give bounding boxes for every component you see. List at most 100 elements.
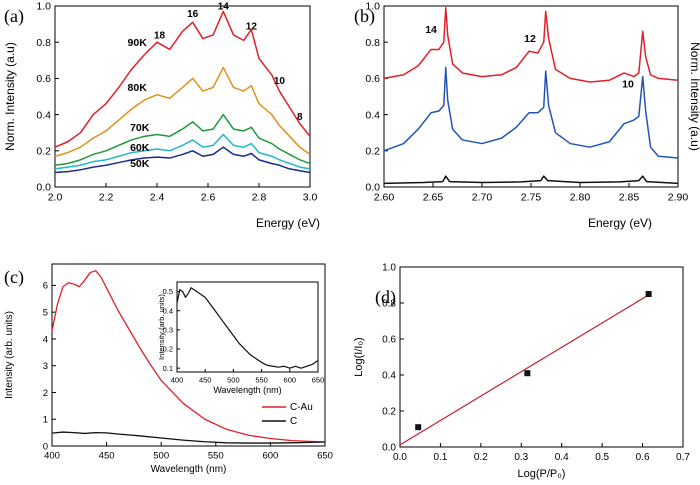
inset-series-line-0 xyxy=(176,287,319,369)
x-tick-label: 0.1 xyxy=(433,452,447,463)
y-tick-label: 0.2 xyxy=(36,145,51,157)
y-axis-label: Log(I/I₀) xyxy=(353,337,365,376)
x-tick-label: 2.2 xyxy=(99,192,114,204)
y-axis-label: Norm. Intensity (a.u) xyxy=(688,42,700,151)
series-label-50K: 50K xyxy=(130,158,150,170)
x-axis-label: Wavelength (nm) xyxy=(151,464,227,475)
x-tick-label: 2.90 xyxy=(668,192,689,204)
x-tick-label: 450 xyxy=(99,451,115,462)
y-tick-label: 0.1 xyxy=(163,364,173,373)
y-tick-label: 0.6 xyxy=(382,335,396,346)
x-axis-label: Energy (eV) xyxy=(256,216,320,230)
y-tick-label: 0 xyxy=(43,441,48,452)
peak-label: 10 xyxy=(274,76,286,87)
y-tick-label: 0.8 xyxy=(382,299,396,310)
plot-frame xyxy=(176,281,319,373)
peak-label: 14 xyxy=(218,2,230,13)
panel-c: 400 450 500 550 600 650 0 1 2 3 4 5 6 Wavelength (nm)… xyxy=(4,263,333,475)
series-line-C xyxy=(51,431,326,444)
x-tick-label: 3.0 xyxy=(303,192,318,204)
y-tick-label: 0.8 xyxy=(36,37,51,49)
x-tick-label: 0.5 xyxy=(595,452,609,463)
x-tick-label: 550 xyxy=(208,451,224,462)
y-tick-label: 0.0 xyxy=(36,182,51,194)
legend-label: C xyxy=(290,416,297,427)
legend: C-Au C xyxy=(262,402,313,427)
series-line-50K xyxy=(54,146,311,174)
x-tick-label: 0.3 xyxy=(514,452,528,463)
y-tick-label: 4 xyxy=(43,334,48,345)
peak-label: 18 xyxy=(154,31,166,42)
y-tick-label: 1.0 xyxy=(382,263,396,274)
y-axis-label: Norm. Intensity (a.u) xyxy=(3,42,17,151)
x-tick-label: 0.2 xyxy=(474,452,488,463)
panel-d: 0.0 0.1 0.2 0.3 0.4 0.5 0.6 0.7 0.0 0.2 0.4 0.6 0.8 1… xyxy=(353,263,690,481)
y-tick-label: 2 xyxy=(43,388,48,399)
y-tick-label: 6 xyxy=(43,281,48,292)
y-tick-label: 0.2 xyxy=(382,407,396,418)
x-tick-label: 550 xyxy=(255,376,268,385)
peak-label: 8 xyxy=(297,112,303,123)
panel-b: 2.60 2.65 2.70 2.75 2.80 2.85 2.90 0.0 0.2 0.4 0.6… xyxy=(354,1,700,230)
x-tick-label: 2.8 xyxy=(252,192,267,204)
x-tick-label: 0.4 xyxy=(555,452,569,463)
series-label-70K: 70K xyxy=(130,122,150,134)
x-tick-label: 2.60 xyxy=(374,192,395,204)
x-tick-label: 2.85 xyxy=(619,192,640,204)
series-line-60K xyxy=(54,133,311,170)
panel-label: (d) xyxy=(375,287,396,308)
series-label-60K: 60K xyxy=(130,142,150,154)
y-tick-label: 0.8 xyxy=(365,37,380,49)
legend-label: C-Au xyxy=(290,402,313,413)
panel-label: (b) xyxy=(354,6,375,27)
panel-a: 2.0 2.2 2.4 2.6 2.8 3.0 0.0 0.2 0.4 0.6 0.8 1.0 Ener… xyxy=(3,1,320,230)
y-tick-label: 0.6 xyxy=(365,73,380,85)
y-tick-label: 0.0 xyxy=(382,443,396,454)
y-tick-label: 0.3 xyxy=(163,325,173,334)
x-tick-label: 650 xyxy=(312,376,325,385)
series-line-C-Au xyxy=(51,270,326,443)
y-tick-label: 0.4 xyxy=(365,109,380,121)
peak-label: 12 xyxy=(246,22,258,33)
x-tick-label: 2.4 xyxy=(150,192,165,204)
y-tick-label: 0.0 xyxy=(365,182,380,194)
y-tick-label: 3 xyxy=(43,361,48,372)
x-tick-label: 2.75 xyxy=(521,192,542,204)
data-point xyxy=(415,424,422,431)
y-tick-label: 1.0 xyxy=(365,1,380,13)
peak-label: 14 xyxy=(425,24,437,36)
panel-label: (a) xyxy=(4,6,24,27)
x-tick-label: 0.7 xyxy=(676,452,690,463)
x-tick-label: 500 xyxy=(227,376,240,385)
panel-label: (c) xyxy=(4,267,24,288)
x-tick-label: 650 xyxy=(317,451,333,462)
series-label-90K: 90K xyxy=(128,37,148,49)
y-tick-label: 1.0 xyxy=(36,1,51,13)
x-axis-label: Log(P/P₀) xyxy=(518,468,566,480)
x-tick-label: 2.6 xyxy=(201,192,216,204)
x-tick-label: 2.65 xyxy=(423,192,444,204)
fit-line xyxy=(399,294,649,446)
x-tick-label: 2.0 xyxy=(48,192,63,204)
x-tick-label: 2.80 xyxy=(570,192,591,204)
peak-label: 10 xyxy=(622,78,634,90)
x-tick-label: 0.0 xyxy=(393,452,407,463)
series-line-70K xyxy=(54,113,311,167)
series-line-90K xyxy=(54,10,311,148)
data-point xyxy=(524,370,531,377)
series-line-1 xyxy=(383,66,679,159)
plot-frame xyxy=(399,266,684,448)
x-tick-label: 450 xyxy=(199,376,212,385)
plot-frame xyxy=(51,263,326,447)
data-point xyxy=(645,291,652,297)
peak-label: 16 xyxy=(187,9,199,20)
series-line-0 xyxy=(383,7,679,83)
x-tick-label: 500 xyxy=(153,451,169,462)
x-tick-label: 400 xyxy=(171,376,184,385)
plot-frame xyxy=(54,5,311,188)
series-line-2 xyxy=(383,175,679,185)
y-tick-label: 5 xyxy=(43,308,48,319)
peak-label: 12 xyxy=(524,33,536,45)
y-tick-label: 0.2 xyxy=(365,145,380,157)
y-tick-label: 1 xyxy=(43,415,48,426)
